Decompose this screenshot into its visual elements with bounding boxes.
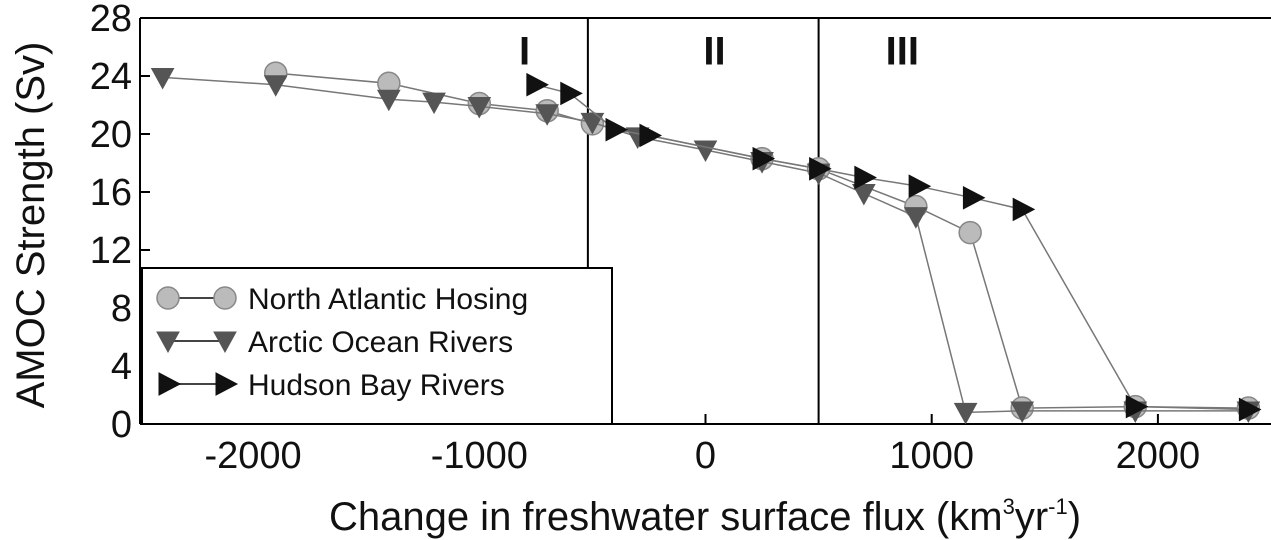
region-label-1: I	[519, 29, 530, 73]
y-tick-label: 20	[90, 114, 132, 156]
data-point-hudson-bay-rivers	[908, 174, 932, 199]
y-tick-label: 0	[111, 404, 132, 446]
x-axis-title-sup1: 3	[1003, 494, 1015, 519]
x-axis-title-mid: yr	[1015, 495, 1048, 539]
x-tick-label: 0	[695, 435, 716, 477]
data-point-hudson-bay-rivers	[605, 117, 629, 142]
x-axis-title: Change in freshwater surface flux (km3yr…	[329, 494, 1081, 539]
data-point-arctic-ocean-rivers	[422, 92, 446, 115]
legend-marker-hudson-bay-rivers	[215, 372, 239, 396]
series-hudson-bay-rivers	[526, 72, 1262, 422]
y-tick-label: 16	[90, 172, 132, 214]
legend-label-north-atlantic-hosing: North Atlantic Hosing	[248, 283, 528, 316]
legend-marker-arctic-ocean-rivers	[213, 331, 237, 354]
y-axis-title: AMOC Strength (Sv)	[9, 42, 53, 409]
legend-label-hudson-bay-rivers: Hudson Bay Rivers	[248, 369, 505, 402]
data-point-hudson-bay-rivers	[1012, 197, 1036, 222]
data-point-hudson-bay-rivers	[809, 156, 832, 181]
legend: North Atlantic Hosing Arctic Ocean Rivers…	[141, 267, 613, 425]
y-tick-label: 28	[90, 0, 132, 40]
data-point-arctic-ocean-rivers	[263, 75, 288, 97]
data-point-arctic-ocean-rivers	[150, 67, 175, 90]
data-point-hudson-bay-rivers	[560, 81, 583, 106]
region-labels: I II III	[519, 29, 919, 73]
x-axis-title-end: )	[1068, 495, 1081, 539]
x-tick-label: -2000	[204, 435, 301, 477]
data-point-north-atlantic-hosing	[958, 220, 982, 245]
y-tick-label: 24	[90, 56, 132, 98]
x-axis-title-sup2: -1	[1048, 494, 1068, 519]
y-tick-label: 8	[111, 288, 132, 330]
series-group	[150, 61, 1262, 425]
region-label-2: II	[703, 29, 725, 73]
data-point-arctic-ocean-rivers	[535, 104, 560, 126]
data-point-arctic-ocean-rivers	[467, 96, 492, 119]
x-tick-label: 1000	[889, 435, 974, 477]
data-point-arctic-ocean-rivers	[376, 89, 401, 112]
data-point-hudson-bay-rivers	[1238, 397, 1262, 422]
legend-label-arctic-ocean-rivers: Arctic Ocean Rivers	[248, 326, 513, 359]
x-tick-label: -1000	[431, 435, 528, 477]
data-point-hudson-bay-rivers	[752, 146, 776, 171]
data-point-hudson-bay-rivers	[962, 185, 986, 210]
data-point-hudson-bay-rivers	[526, 72, 549, 97]
data-point-hudson-bay-rivers	[854, 165, 877, 190]
legend-marker-hudson-bay-rivers	[158, 372, 182, 396]
data-point-arctic-ocean-rivers	[1010, 401, 1035, 423]
data-point-arctic-ocean-rivers	[904, 207, 928, 229]
data-point-hudson-bay-rivers	[1125, 394, 1149, 419]
region-label-3: III	[886, 29, 919, 73]
legend-marker-north-atlantic-hosing	[213, 286, 237, 310]
y-tick-label: 4	[111, 346, 132, 388]
data-point-arctic-ocean-rivers	[851, 183, 876, 206]
data-point-arctic-ocean-rivers	[953, 402, 978, 425]
region-boundaries	[586, 18, 820, 424]
data-point-arctic-ocean-rivers	[580, 112, 605, 135]
axis-ticks: -2000 -1000 0 1000 2000 0 4 8 12 16 20 24 28	[90, 0, 1200, 477]
data-point-hudson-bay-rivers	[639, 123, 663, 148]
y-tick-label: 12	[90, 230, 132, 272]
x-axis-title-main: Change in freshwater surface flux (km	[329, 495, 1003, 539]
legend-marker-arctic-ocean-rivers	[156, 331, 180, 354]
x-tick-label: 2000	[1116, 435, 1201, 477]
legend-marker-north-atlantic-hosing	[156, 286, 180, 310]
